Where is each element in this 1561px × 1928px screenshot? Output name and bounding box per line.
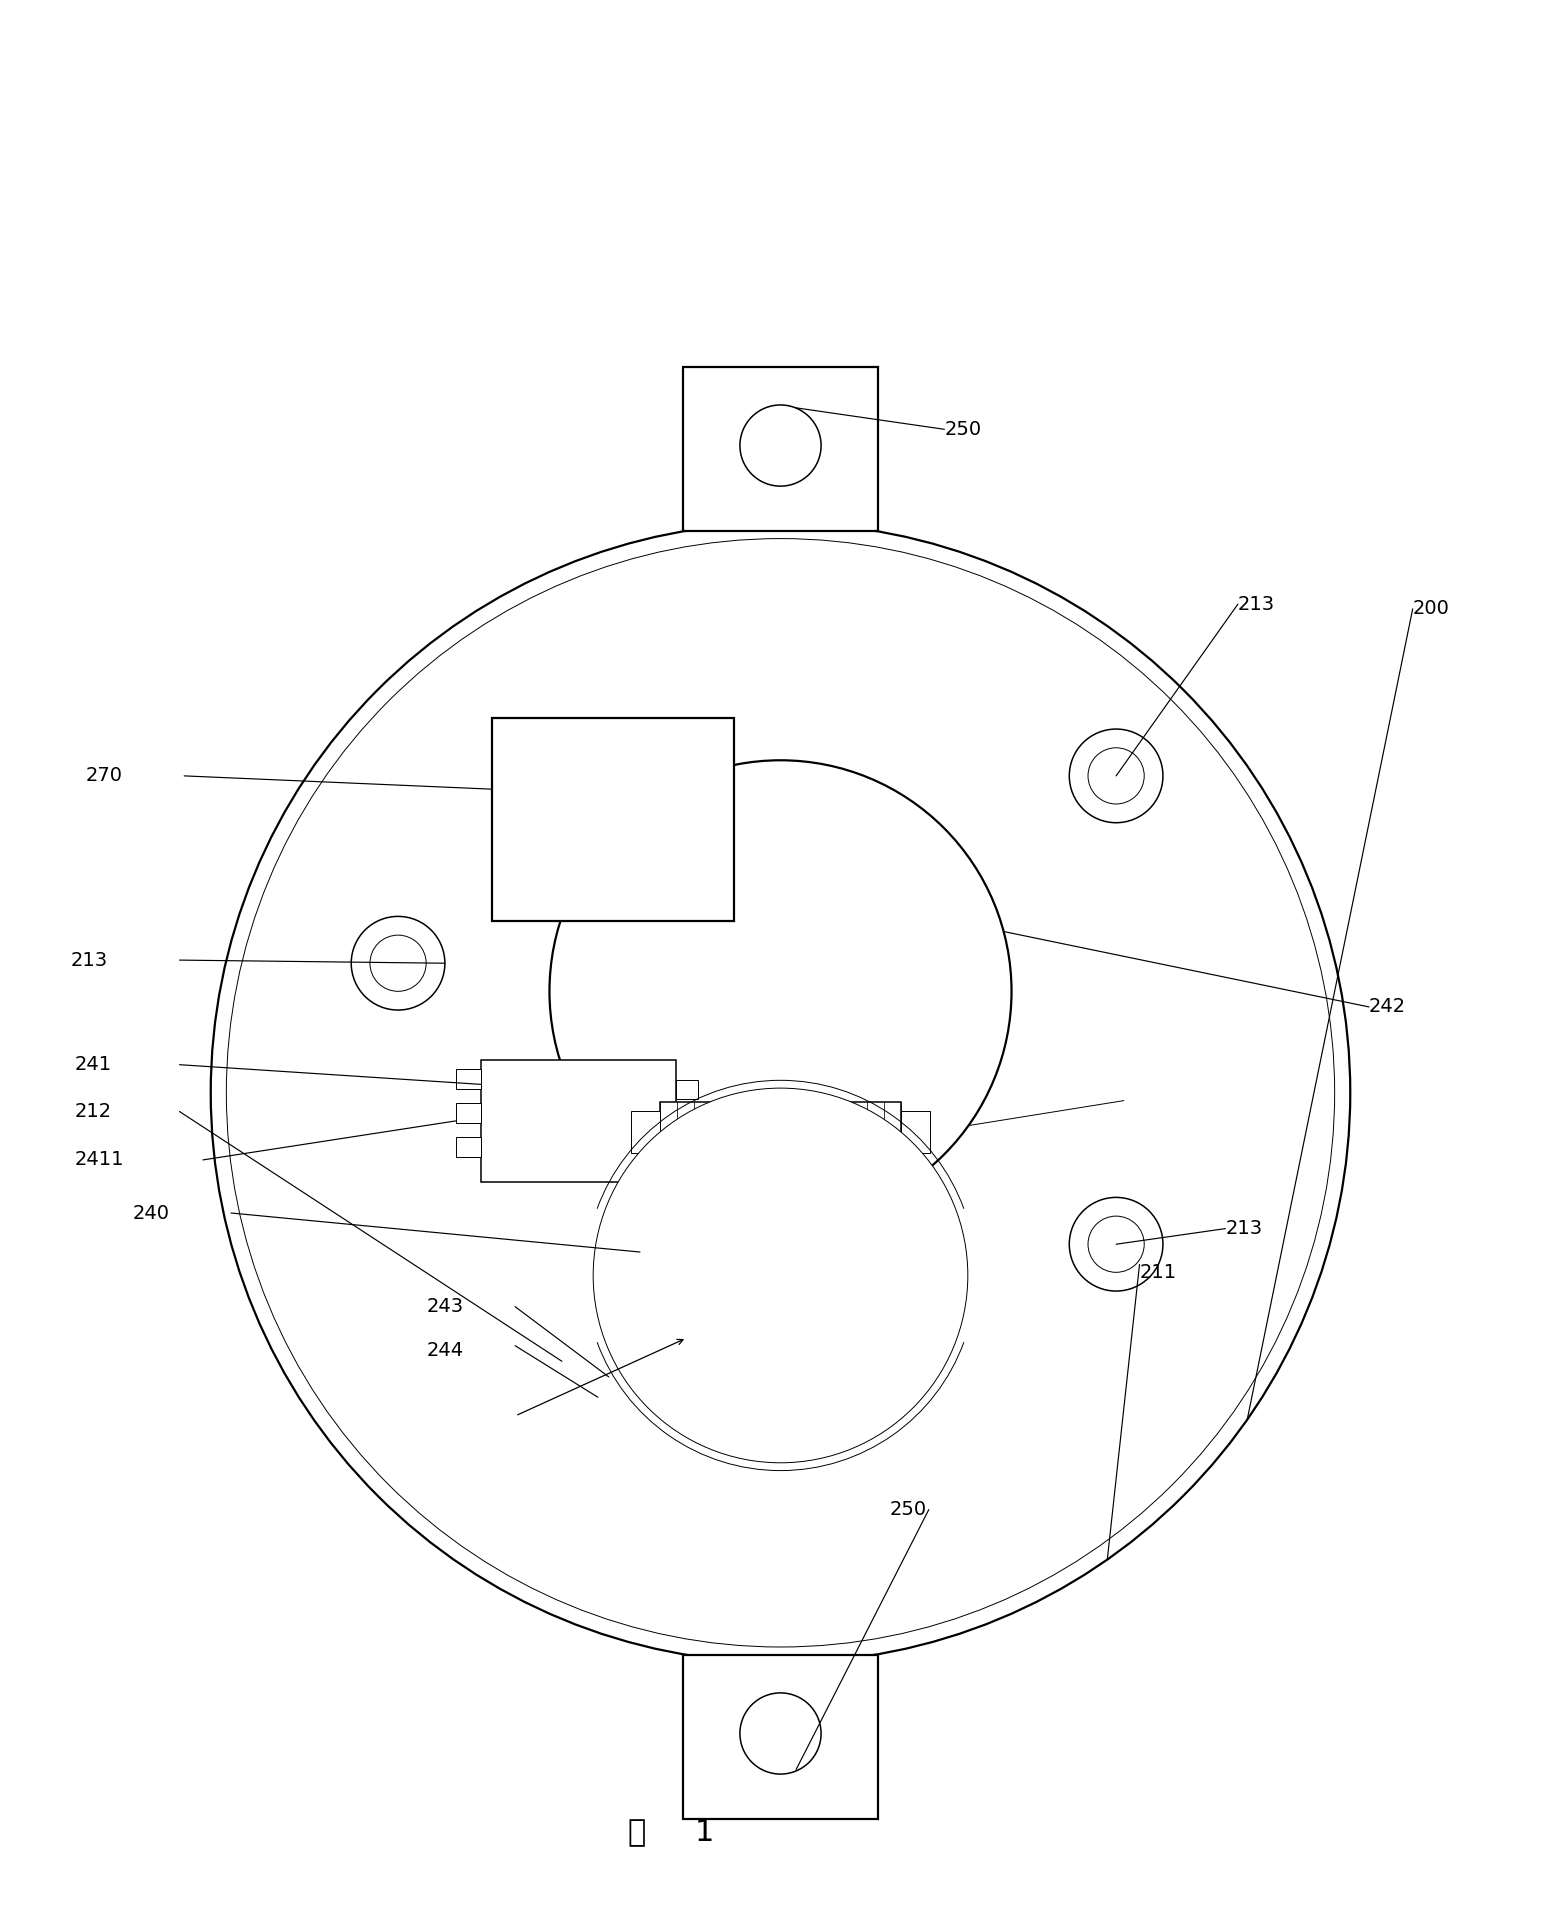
Circle shape [226, 538, 1335, 1647]
Circle shape [643, 1138, 918, 1413]
Bar [902, 1111, 930, 1153]
Circle shape [759, 1253, 802, 1298]
Circle shape [740, 405, 821, 486]
Bar [684, 1654, 877, 1818]
Text: 270: 270 [86, 767, 123, 785]
Text: 图     1: 图 1 [628, 1816, 715, 1845]
Circle shape [770, 1265, 791, 1286]
Text: 2411: 2411 [75, 1151, 125, 1170]
Text: 250: 250 [944, 420, 982, 440]
Text: 250: 250 [890, 1500, 927, 1519]
Circle shape [743, 1238, 818, 1313]
Circle shape [674, 1168, 887, 1382]
Circle shape [351, 916, 445, 1010]
Circle shape [609, 1103, 952, 1448]
Text: 213: 213 [1238, 594, 1275, 613]
Text: 240: 240 [133, 1203, 170, 1222]
Circle shape [1069, 729, 1163, 823]
Circle shape [1088, 1217, 1144, 1272]
Circle shape [1088, 748, 1144, 804]
Bar [676, 1080, 698, 1099]
Bar [456, 1068, 481, 1089]
Text: 213: 213 [70, 951, 108, 970]
Circle shape [549, 760, 1012, 1222]
Bar [684, 366, 877, 530]
Bar [456, 1138, 481, 1157]
Text: 242: 242 [1369, 997, 1406, 1016]
Circle shape [211, 522, 1350, 1662]
Bar [676, 1126, 698, 1145]
Circle shape [740, 1693, 821, 1774]
Text: 241: 241 [75, 1055, 112, 1074]
Text: 211: 211 [1140, 1263, 1177, 1282]
Text: 243: 243 [426, 1298, 464, 1317]
Circle shape [593, 1087, 968, 1463]
Text: 213: 213 [1225, 1218, 1263, 1238]
Bar [481, 1060, 676, 1182]
Circle shape [370, 935, 426, 991]
Text: 244: 244 [426, 1340, 464, 1359]
Bar [456, 1103, 481, 1124]
Circle shape [1069, 1197, 1163, 1292]
Bar [659, 1103, 901, 1161]
Text: 212: 212 [75, 1103, 112, 1120]
Text: 200: 200 [1413, 600, 1450, 619]
Bar [631, 1111, 659, 1153]
Bar [492, 717, 734, 922]
